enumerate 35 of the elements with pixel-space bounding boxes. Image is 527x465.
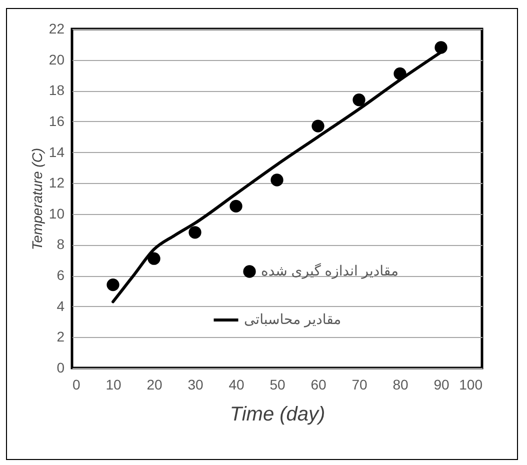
x-tick-label: 100 xyxy=(459,376,483,392)
x-tick-label: 70 xyxy=(352,376,368,392)
point xyxy=(188,226,202,239)
legend-label: مقادیر محاسباتی xyxy=(244,311,342,328)
x-tick-label: 80 xyxy=(392,376,408,392)
y-tick-label: 22 xyxy=(48,20,65,36)
legend-label: مقادیر اندازه گیری شده xyxy=(261,262,398,280)
point xyxy=(434,41,448,54)
y-tick-label: 20 xyxy=(48,51,65,68)
x-tick-label: 40 xyxy=(228,376,244,392)
y-tick-label: 14 xyxy=(48,144,65,160)
x-tick-label: 30 xyxy=(188,376,204,392)
y-tick-label: 8 xyxy=(56,236,65,252)
y-axis-title: Temperature (C) xyxy=(28,148,45,250)
point xyxy=(106,278,120,292)
point xyxy=(352,94,366,106)
y-tick-label: 6 xyxy=(56,267,65,284)
y-tick-label: 0 xyxy=(56,360,65,376)
x-axis-title: Time (day) xyxy=(230,404,326,426)
x-tick-label: 60 xyxy=(310,376,326,392)
x-tick-label: 50 xyxy=(270,376,286,392)
y-tick-label: 10 xyxy=(48,205,65,222)
y-tick-label: 12 xyxy=(48,174,65,191)
y-tick-label: 2 xyxy=(56,328,65,345)
point xyxy=(230,200,242,213)
y-tick-label: 4 xyxy=(56,298,65,314)
point xyxy=(148,252,160,265)
x-tick-label: 10 xyxy=(106,376,122,392)
point xyxy=(312,120,324,132)
point xyxy=(270,174,284,186)
y-tick-label: 16 xyxy=(48,112,65,129)
x-tick-label: 90 xyxy=(434,376,450,392)
y-tick-label: 18 xyxy=(48,82,65,98)
x-tick-label: 0 xyxy=(72,376,80,392)
x-tick-label: 20 xyxy=(146,376,162,392)
